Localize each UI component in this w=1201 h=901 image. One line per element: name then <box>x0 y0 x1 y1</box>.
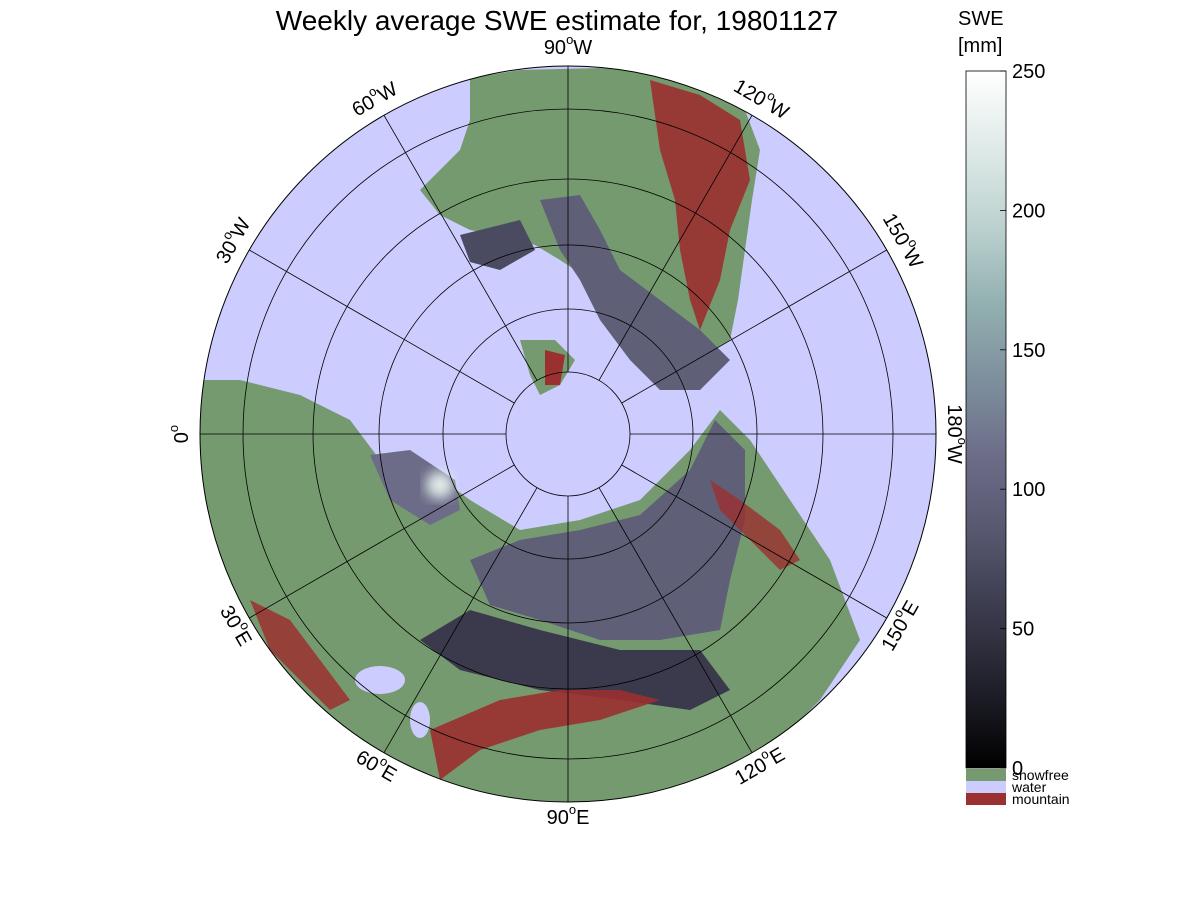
category-label-mountain: mountain <box>1012 791 1070 807</box>
longitude-label: 0o <box>166 425 193 443</box>
longitude-label-hemisphere: E <box>230 628 256 651</box>
longitude-label-hemisphere: W <box>898 245 927 272</box>
colorbar-tick-label: 250 <box>1012 61 1045 83</box>
degree-symbol: o <box>569 802 576 817</box>
category-swatch-water <box>966 781 1006 793</box>
meridian-line <box>383 487 538 753</box>
snow-cover-hudson <box>460 220 535 270</box>
longitude-label-hemisphere: W <box>573 37 592 59</box>
longitude-label-degree: 30 <box>212 237 242 267</box>
degree-symbol: o <box>566 32 573 47</box>
water-hudson-bay <box>492 268 548 312</box>
meridian-line <box>383 115 538 381</box>
longitude-label-hemisphere: E <box>766 744 789 770</box>
colorbar-tick-label: 0 <box>1012 758 1023 780</box>
mountain-greenland <box>545 350 565 385</box>
longitude-label-degree: 60 <box>352 747 382 777</box>
mountain-europe <box>250 600 350 710</box>
longitude-label-degree: 0 <box>171 432 193 443</box>
meridian-lines <box>200 66 936 802</box>
colorbar-gradient <box>965 70 1007 769</box>
water-black-sea <box>355 666 405 694</box>
longitude-label-hemisphere: W <box>943 445 965 464</box>
map-boundary <box>199 65 937 803</box>
polar-map: 90oW120oW150oW180oW150oE120oE90oE60oE30o… <box>166 32 969 829</box>
snow-cover-scandinavia <box>370 450 460 525</box>
mountain-east-siberia <box>710 480 800 570</box>
colorbar-title-line1: SWE <box>958 8 1004 30</box>
longitude-label: 90oE <box>547 802 590 829</box>
snow-cover-siberia <box>470 420 745 640</box>
longitude-label: 180oW <box>943 404 970 464</box>
category-label-snowfree: snowfree <box>1012 767 1069 783</box>
graticule <box>199 65 937 803</box>
category-swatch-mountain <box>966 793 1006 805</box>
map-title: Weekly average SWE estimate for, 1980112… <box>276 5 838 36</box>
colorbar-tick-label: 150 <box>1012 340 1045 362</box>
meridian-line <box>249 464 515 619</box>
colorbar-tick-label: 50 <box>1012 619 1034 641</box>
degree-symbol: o <box>166 425 181 432</box>
meridian-line <box>621 249 887 404</box>
meridian-line <box>598 487 753 753</box>
colorbar-title-line2: [mm] <box>958 35 1002 57</box>
colorbar-tick-label: 100 <box>1012 479 1045 501</box>
colorbar-ticks: 0 50 100 150 200 250 <box>1000 61 1045 780</box>
category-label-water: water <box>1011 779 1047 795</box>
meridian-line <box>598 115 753 381</box>
snow-cover-canada <box>540 195 730 390</box>
snow-cover-east-asia <box>420 610 730 710</box>
longitude-label-degree: 90 <box>547 807 569 829</box>
mountain-central-asia <box>430 690 660 780</box>
meridian-line <box>249 249 515 404</box>
longitude-label-hemisphere: E <box>576 807 589 829</box>
snow-peak-scandinavia <box>426 471 454 499</box>
longitude-label-hemisphere: W <box>374 78 401 107</box>
water-caspian <box>410 702 430 738</box>
category-swatch-snowfree <box>966 769 1006 781</box>
meridian-line <box>621 464 887 619</box>
colorbar: SWE [mm] 0 50 100 150 200 250 snowfreewatermo… <box>958 8 1070 807</box>
longitude-label-degree: 90 <box>544 37 566 59</box>
longitude-label: 90oW <box>544 32 592 59</box>
degree-symbol: o <box>955 438 970 445</box>
longitude-label-degree: 180 <box>943 404 965 437</box>
colorbar-tick-label: 200 <box>1012 200 1045 222</box>
